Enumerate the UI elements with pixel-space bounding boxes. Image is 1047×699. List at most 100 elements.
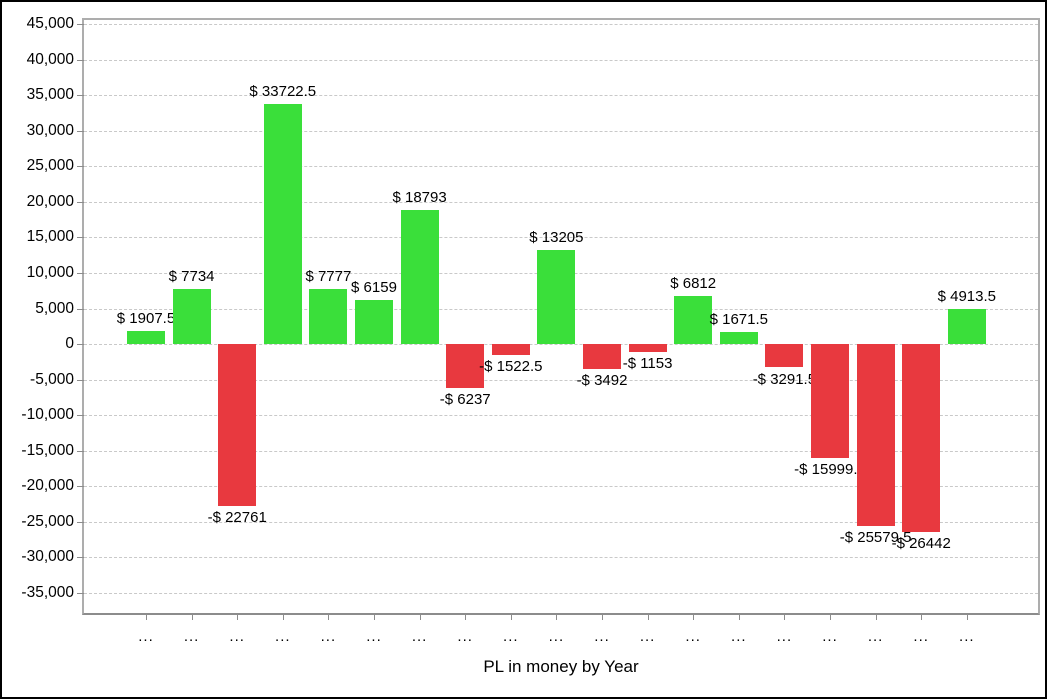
bar-negative [628,344,667,353]
x-axis-tick-label: ... [548,628,565,645]
bar-positive [172,289,211,345]
x-axis-tick-label: ... [639,628,656,645]
bar-value-label: -$ 22761 [207,509,267,526]
y-axis-tick-label: 15,000 [26,228,74,246]
bar-positive [674,295,713,345]
x-axis-tick-label: ... [183,628,200,645]
x-axis-tick [647,615,649,620]
x-axis-tick [510,615,512,620]
y-axis-tick-label: 0 [65,335,74,353]
bar-value-label: -$ 3291.5 [752,370,817,388]
bar-value-label: $ 13205 [529,229,584,247]
plot-area: $ 1907.5 $ 7734 -$ 22761 $ 33722.5 $ 7777 $ 6… [82,18,1040,615]
bar-value-label: $ 6159 [351,279,397,297]
y-axis-tick-label: -30,000 [21,548,74,566]
x-axis-tick [830,615,831,620]
gridline [84,450,1038,452]
y-axis-tick-label: -10,000 [21,406,74,424]
y-axis-tick [77,344,84,346]
y-axis-tick-label: -35,000 [21,584,74,601]
bar-value-label: $ 18793 [392,189,447,207]
x-axis-tick [602,615,603,620]
gridline [84,59,1038,61]
gridline [84,201,1038,203]
bar-value-label: $ 7777 [305,267,352,285]
x-axis-tick-label: ... [731,628,747,645]
x-axis-tick-label: ... [320,628,337,645]
y-axis-tick [77,95,84,97]
x-axis-tick [146,615,147,620]
y-axis-tick [77,486,84,488]
x-axis-tick-label: ... [959,628,975,645]
x-axis-tick [328,615,330,620]
y-axis-tick [77,308,84,310]
bar-value-label: $ 6812 [670,274,717,292]
bar-positive [355,300,393,345]
y-axis-tick-label: 45,000 [26,15,74,32]
bar-value-label: $ 1907.5 [116,309,176,327]
bar-negative [446,344,485,389]
gridline [84,557,1038,559]
x-axis-tick-label: ... [275,628,291,645]
x-axis-tick-label: ... [411,628,428,645]
x-axis-tick [282,615,284,620]
gridline [84,344,1038,346]
gridline [84,379,1038,381]
y-axis-tick [77,201,84,203]
x-axis-tick [784,615,786,620]
gridline [84,415,1038,417]
bar-positive [263,104,302,345]
y-axis-tick [77,130,84,132]
y-axis-tick-label: 25,000 [26,157,74,175]
bar-positive [127,330,165,345]
y-axis-tick-label: -5,000 [30,370,74,388]
bar-value-label: -$ 1153 [622,355,673,373]
x-axis-tick [465,615,467,620]
bar-positive [719,332,758,345]
y-axis-tick-label: -15,000 [21,441,74,459]
y-axis-tick-label: 20,000 [26,192,74,210]
bar-value-label: -$ 15999.5 [794,460,866,478]
bar-positive [400,210,439,345]
x-axis-tick [556,615,558,620]
x-axis-tick [237,615,239,620]
y-axis-tick-label: 40,000 [26,50,74,68]
bar-value-label: -$ 1522.5 [479,357,543,375]
y-axis-tick [77,59,84,61]
x-axis-tick-label: ... [913,628,929,645]
x-axis-tick [921,615,923,620]
x-axis-tick [875,615,877,620]
x-axis-tick-label: ... [685,628,701,645]
bar-positive [309,288,348,344]
bar-value-label: -$ 6237 [439,391,491,409]
bar-negative [902,344,941,533]
bar-value-label: $ 1671.5 [709,311,768,329]
y-axis-tick-label: 35,000 [26,86,74,104]
y-axis-tick [77,24,84,25]
bar-value-label: -$ 25579.5 [839,529,912,546]
y-axis-tick [77,450,84,452]
x-axis-tick [693,615,695,620]
x-axis-tick [374,615,375,620]
x-axis-tick-label: ... [867,628,884,645]
bar-negative [856,344,895,526]
bar-negative [765,344,804,368]
y-axis-tick [77,521,84,523]
bar-value-label: $ 7734 [168,268,215,286]
gridline [84,237,1038,239]
gridline [84,130,1038,132]
bar-negative [811,344,849,458]
bar-value-label: -$ 3492 [576,371,628,389]
x-axis-tick-label: ... [776,628,793,645]
y-axis-tick-label: -20,000 [21,477,74,495]
x-axis-tick-label: ... [594,628,610,645]
y-axis-tick [77,272,84,274]
y-axis-tick [77,557,84,559]
gridline [84,95,1038,97]
gridline [84,521,1038,523]
x-axis-tick [191,615,193,620]
y-axis-tick [77,237,84,239]
x-axis-tick [738,615,740,620]
gridline [84,593,1038,594]
x-axis-tick-label: ... [822,628,838,645]
